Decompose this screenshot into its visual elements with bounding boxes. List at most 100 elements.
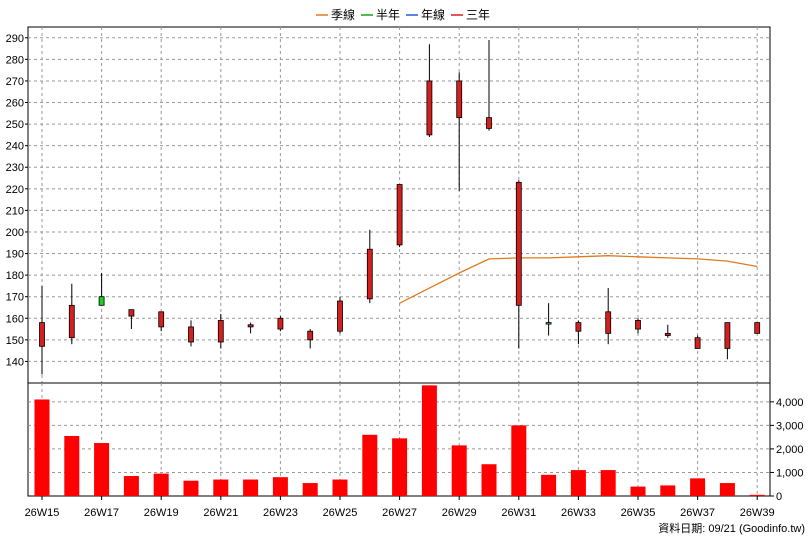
volume-bar <box>541 474 557 496</box>
volume-bar <box>332 479 348 496</box>
candle <box>694 335 701 349</box>
x-tick-label: 26W37 <box>680 507 715 519</box>
candle-body <box>277 317 284 330</box>
y-tick-label: 200 <box>6 227 24 239</box>
candle <box>337 296 343 334</box>
y-tick-label: 210 <box>6 205 24 217</box>
y-tick-label: 280 <box>6 54 24 66</box>
candle-body <box>664 332 671 336</box>
candle <box>247 322 254 334</box>
x-tick-label: 26W33 <box>561 507 596 519</box>
candle-body <box>217 320 224 343</box>
legend-item: 季線 <box>316 7 355 22</box>
vol-y-tick-label: 3,000 <box>776 420 804 432</box>
candle <box>605 288 612 345</box>
legend-label: 三年 <box>466 8 490 22</box>
candle <box>277 316 284 332</box>
candle <box>366 229 373 304</box>
y-tick-label: 180 <box>6 270 24 282</box>
x-tick-label: 26W17 <box>84 507 119 519</box>
volume-bar <box>481 464 497 496</box>
candle-body <box>307 330 314 341</box>
volume-bar <box>392 438 408 496</box>
y-tick-label: 150 <box>6 335 24 347</box>
candle <box>486 39 492 131</box>
candle-body <box>337 300 343 332</box>
x-tick-label: 26W31 <box>501 507 536 519</box>
candle <box>515 180 522 349</box>
volume-bar <box>34 399 50 496</box>
x-tick-label: 26W15 <box>25 507 60 519</box>
y-tick-label: 290 <box>6 33 24 45</box>
y-tick-label: 270 <box>6 76 24 88</box>
volume-bar <box>64 435 80 496</box>
candle-body <box>724 322 731 349</box>
candle <box>754 322 761 334</box>
candle <box>664 324 671 338</box>
ma-line <box>399 255 758 304</box>
x-tick-label: 26W27 <box>382 507 417 519</box>
x-tick-label: 26W35 <box>621 507 656 519</box>
x-tick-label: 26W19 <box>144 507 179 519</box>
y-tick-label: 250 <box>6 119 24 131</box>
candle-body <box>635 320 641 330</box>
candle <box>188 320 194 347</box>
y-tick-label: 160 <box>6 313 24 325</box>
candle <box>426 44 433 138</box>
volume-bar <box>749 494 765 496</box>
candle <box>724 322 731 360</box>
volume-bar <box>660 485 676 496</box>
y-tick-label: 140 <box>6 356 24 368</box>
candle-body <box>515 181 522 306</box>
volume-bar <box>272 477 288 496</box>
x-axis: 26W15 26W17 26W19 26W21 26W23 26W25 26W27 26W29… <box>25 496 775 519</box>
volume-bar <box>302 483 318 496</box>
volume-bar <box>183 480 199 496</box>
candle-body <box>39 322 45 347</box>
candle <box>68 283 75 345</box>
volume-bar <box>123 475 139 496</box>
volume-bar <box>153 473 169 496</box>
volume-bar <box>94 443 110 496</box>
y-tick-label: 170 <box>6 292 24 304</box>
legend-item: 半年 <box>361 8 400 22</box>
candle <box>396 184 403 248</box>
x-tick-label: 26W25 <box>323 507 358 519</box>
vol-y-tick-label: 4,000 <box>776 397 804 409</box>
candle-body <box>575 322 582 332</box>
volume-bar <box>630 486 646 496</box>
y-tick-label: 240 <box>6 141 24 153</box>
y-tick-label: 230 <box>6 162 24 174</box>
candle-body <box>694 337 701 349</box>
candle-body <box>426 80 433 136</box>
price-y-axis: 140 150 160 170 180 190 200 210 220 230 240 250 260 2… <box>6 33 28 368</box>
legend-label: 年線 <box>421 7 445 22</box>
volume-bar <box>570 470 586 496</box>
volume-bar <box>690 478 706 496</box>
candle-body <box>68 304 75 339</box>
legend-item: 年線 <box>406 7 445 22</box>
candle <box>575 320 582 345</box>
volume-bar <box>243 479 259 496</box>
candle-body <box>158 311 165 328</box>
y-tick-label: 220 <box>6 184 24 196</box>
vol-y-tick-label: 2,000 <box>776 444 804 456</box>
y-tick-label: 190 <box>6 249 24 261</box>
x-tick-label: 26W23 <box>263 507 298 519</box>
volume-bar <box>213 479 229 496</box>
candle-body <box>605 311 612 334</box>
candle-body <box>188 326 194 343</box>
candle-body <box>366 248 373 300</box>
volume-bar-series <box>34 385 765 496</box>
legend-item: 三年 <box>451 8 490 22</box>
moving-average-lines <box>399 255 758 304</box>
volume-bar <box>511 425 527 496</box>
chart-legend: 季線 半年 年線 三年 <box>316 7 490 22</box>
candle <box>98 272 105 306</box>
candle <box>456 72 463 191</box>
volume-y-axis: 0 1,000 2,000 3,000 4,000 <box>770 397 804 503</box>
candle <box>128 309 135 330</box>
candle <box>545 303 552 336</box>
